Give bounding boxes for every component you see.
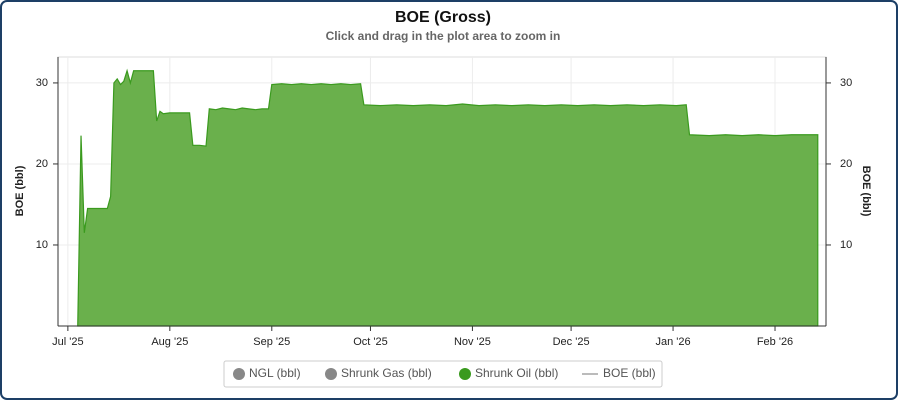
x-tick-label: Oct '25 bbox=[353, 336, 388, 348]
legend-label[interactable]: Shrunk Gas (bbl) bbox=[341, 366, 432, 380]
x-tick-label: Sep '25 bbox=[253, 336, 290, 348]
chart-subtitle: Click and drag in the plot area to zoom … bbox=[326, 29, 561, 43]
y-tick-label: 30 bbox=[36, 77, 48, 89]
x-tick-label: Nov '25 bbox=[454, 336, 491, 348]
area bbox=[77, 68, 819, 327]
x-tick-label: Jan '26 bbox=[655, 336, 690, 348]
legend-marker bbox=[325, 368, 337, 380]
legend-label[interactable]: BOE (bbl) bbox=[603, 366, 656, 380]
y-tick-label: 20 bbox=[36, 158, 48, 170]
y2-tick-label: 20 bbox=[840, 158, 852, 170]
y-axis-title: BOE (bbl) bbox=[14, 165, 26, 216]
legend-marker bbox=[233, 368, 245, 380]
legend-box bbox=[223, 360, 663, 388]
legend-label[interactable]: NGL (bbl) bbox=[249, 366, 301, 380]
y2-axis-title: BOE (bbl) bbox=[860, 166, 872, 217]
x-tick-label: Dec '25 bbox=[553, 336, 590, 348]
legend-label[interactable]: Shrunk Oil (bbl) bbox=[475, 366, 558, 380]
legend-marker bbox=[459, 368, 471, 380]
y2-tick-label: 30 bbox=[840, 77, 852, 89]
y-tick-label: 10 bbox=[36, 239, 48, 251]
x-tick-label: Aug '25 bbox=[151, 336, 188, 348]
chart-title: BOE (Gross) bbox=[395, 9, 491, 26]
x-tick-label: Jul '25 bbox=[52, 336, 83, 348]
x-tick-label: Feb '26 bbox=[757, 336, 793, 348]
y2-tick-label: 10 bbox=[840, 239, 852, 251]
